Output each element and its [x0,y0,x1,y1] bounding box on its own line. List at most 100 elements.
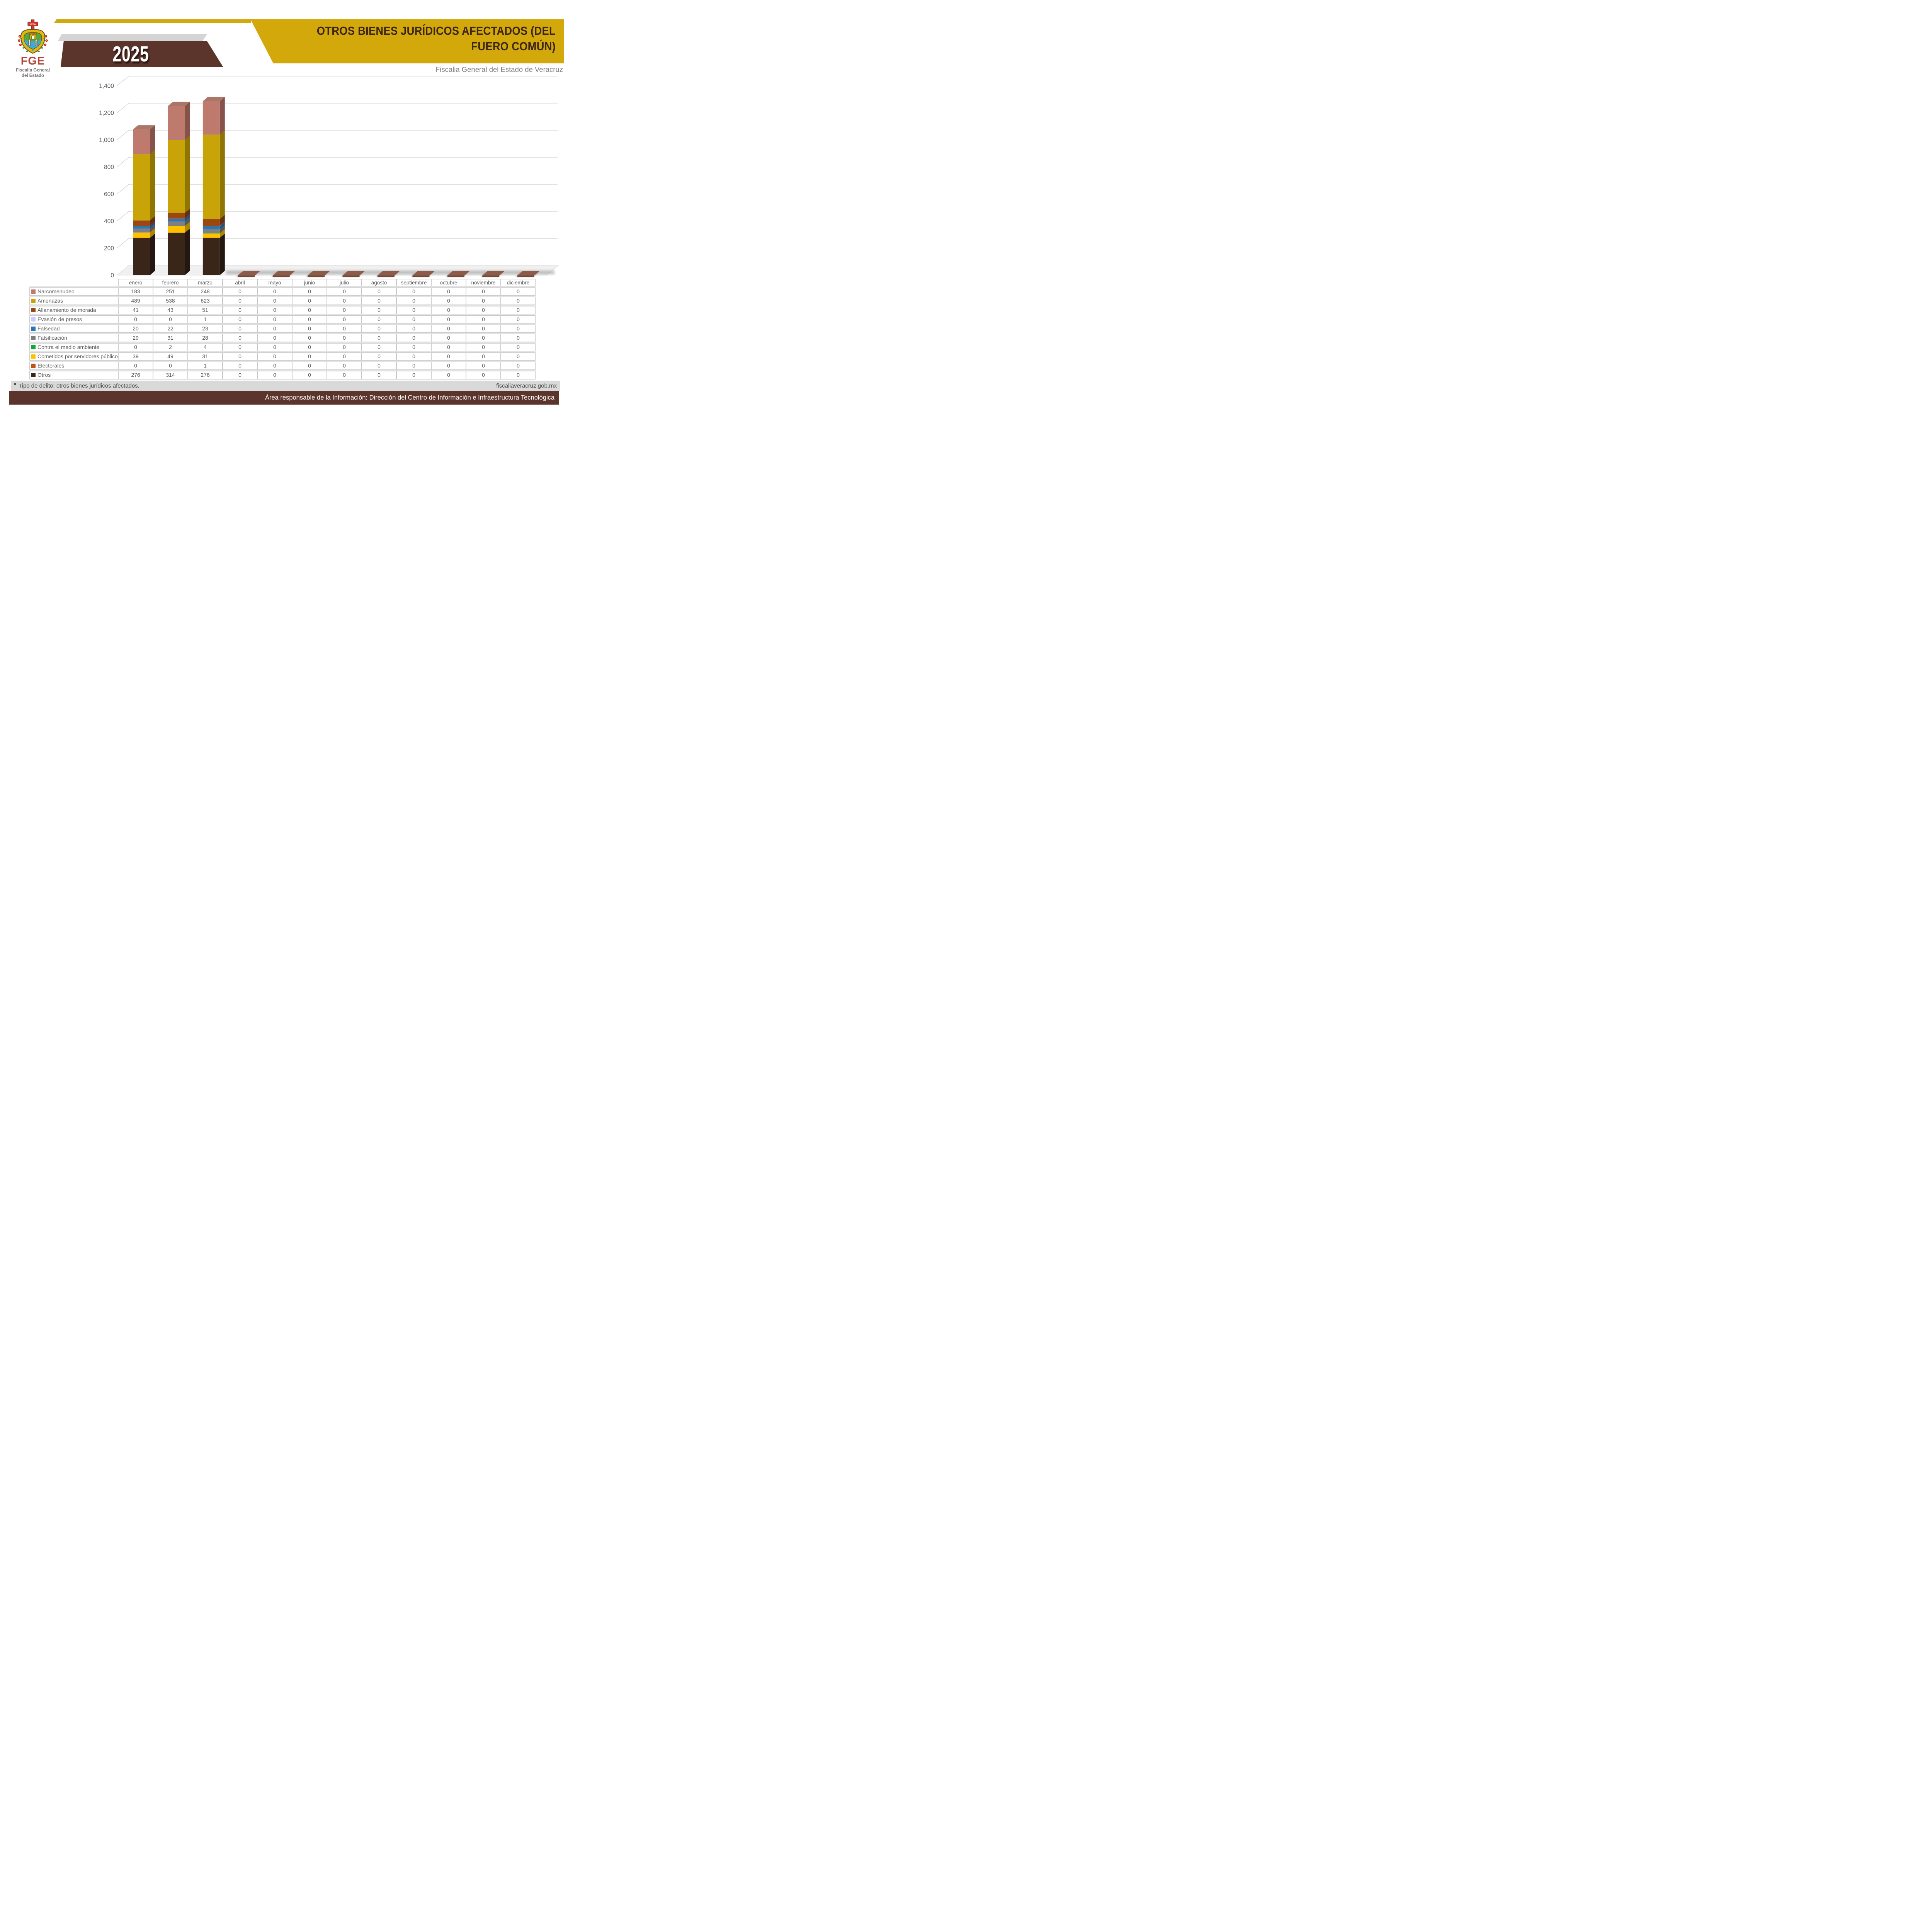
shield-stars [25,34,41,51]
table-cell: 0 [431,362,466,370]
table-cell: 276 [188,371,223,379]
zero-marker-shadow [376,272,398,277]
table-cell: 0 [292,315,327,323]
table-cell: 49 [153,352,188,361]
report-page: 0 200 400 600 800 1,000 1,200 1,400 VERA PLUS U… [0,0,597,422]
zero-marker-shadow [306,272,328,277]
zero-marker [517,271,539,276]
y-axis-label: 1,400 [99,83,114,90]
legend-label: Electorales [37,362,65,369]
bar-segment-side [150,233,155,275]
column-header: octubre [431,279,466,286]
table-cell: 623 [188,297,223,305]
castle-merlon [34,33,37,35]
zero-marker-shadow [481,272,503,277]
zero-marker-front [517,276,534,277]
table-cell: 0 [223,334,257,342]
legend-label: Otros [37,372,51,378]
table-cell: 0 [431,325,466,333]
column-header: febrero [153,279,188,286]
bar-segment-side [219,214,225,226]
table-cell: 20 [118,325,153,333]
legend-color-icon [31,317,36,322]
bar-segment-side [150,150,155,221]
bar-segment-side [219,97,225,135]
footer-site-link: fiscaliaveracruz.gob.mx [496,382,557,389]
table-cell: 0 [362,288,396,296]
bar-segment-side [185,228,190,275]
bar-segment-side [185,217,190,226]
logo-acronym: FGE [20,55,45,67]
bar-segment-side [150,224,155,233]
table-cell: 0 [292,325,327,333]
table-cell: 0 [223,362,257,370]
table-cell: 0 [257,371,292,379]
table-cell: 23 [188,325,223,333]
veracruz-coat-of-arms-icon: VERA PLUS ULTRA [18,19,48,54]
bar-segment [133,228,150,233]
table-cell: 0 [327,362,362,370]
bar-segment [168,140,185,213]
zero-marker-front [447,276,464,277]
legend-cell: Allanamiento de morada [29,306,118,314]
table-cell: 276 [118,371,153,379]
floor-shadow [226,271,554,274]
legend-label: Amenazas [37,298,63,304]
table-cell: 0 [362,325,396,333]
legend-color-icon [31,289,36,294]
table-cell: 0 [431,334,466,342]
column-header: marzo [188,279,223,286]
zero-marker [377,271,400,276]
table-cell: 0 [327,306,362,314]
zero-marker [238,271,260,276]
cross-label: VERA [30,24,36,26]
bar-segment [168,106,185,140]
table-cell: 0 [257,343,292,351]
table-cell: 0 [223,288,257,296]
table-corner-cell [29,279,118,286]
table-cell: 0 [362,352,396,361]
table-cell: 0 [362,362,396,370]
table-row: Falsificación 29 31 28 0 0 0 0 0 0 0 0 0 [29,334,536,342]
table-cell: 29 [118,334,153,342]
table-row: Narcomenudeo 183 251 248 0 0 0 0 0 0 0 0 0 [29,288,536,296]
table-cell: 183 [118,288,153,296]
table-cell: 0 [396,362,431,370]
table-cell: 0 [362,371,396,379]
legend-label: Falsedad [37,325,60,332]
bar-segment [202,134,220,219]
zero-marker-shadow [411,272,433,277]
bar-segment-side [185,136,190,213]
table-cell: 39 [118,352,153,361]
table-cell: 0 [396,315,431,323]
table-row: Electorales 0 0 1 0 0 0 0 0 0 0 0 0 [29,362,536,370]
table-cell: 0 [362,334,396,342]
table-cell: 0 [466,306,501,314]
legend-color-icon [31,308,36,312]
cross-banner [27,22,38,26]
bar-segment [168,218,185,222]
legend-color-icon [31,373,36,377]
y-axis-label: 800 [104,164,114,171]
zero-marker [272,271,295,276]
bar-top-face [133,125,155,130]
legend-cell: Falsedad [29,325,118,333]
table-cell: 31 [188,352,223,361]
table-cell: 2 [153,343,188,351]
table-cell: 0 [396,297,431,305]
gray-ribbon [58,34,207,41]
table-cell: 0 [501,288,536,296]
legend-color-icon [31,336,36,340]
bar-segment-side [185,221,190,226]
table-cell: 0 [466,343,501,351]
table-cell: 0 [431,371,466,379]
table-cell: 0 [257,288,292,296]
bar-segment-side [219,222,225,229]
table-cell: 41 [118,306,153,314]
legend-label: Cometidos por servidores públicos [37,353,118,359]
table-cell: 0 [327,315,362,323]
table-cell: 0 [327,343,362,351]
legend-label: Allanamiento de morada [37,307,96,313]
bar-segment-side [150,221,155,229]
table-cell: 0 [431,343,466,351]
